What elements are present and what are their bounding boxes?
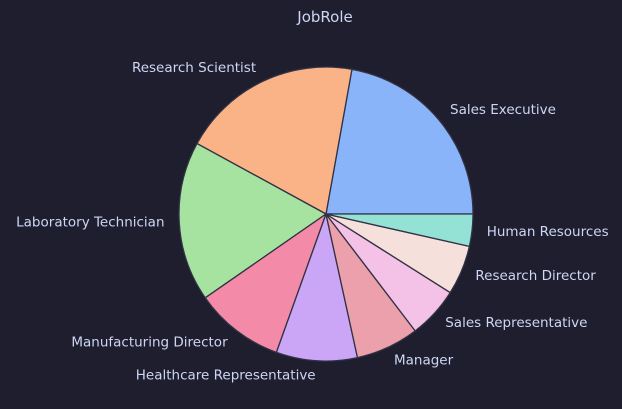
pie-label-laboratory-technician: Laboratory Technician	[16, 215, 164, 231]
pie-slice-sales-executive	[325, 68, 474, 215]
pie-labels: Sales Executive Research Scientist Laborat…	[16, 60, 608, 383]
pie-label-human-resources: Human Resources	[487, 224, 609, 240]
chart-title: JobRole	[296, 8, 352, 26]
pie-label-manufacturing-director: Manufacturing Director	[71, 334, 228, 350]
pie-slice-healthcare-representative	[275, 211, 359, 362]
pie-slice-research-scientist	[196, 66, 353, 216]
pie-slices	[178, 66, 474, 362]
pie-slice-manufacturing-director	[204, 212, 328, 354]
pie-slice-laboratory-technician	[178, 142, 328, 299]
pie-label-research-director: Research Director	[475, 268, 596, 284]
pie-label-manager: Manager	[394, 353, 454, 369]
pie-label-sales-representative: Sales Representative	[445, 315, 587, 331]
pie-label-healthcare-representative: Healthcare Representative	[136, 367, 316, 383]
pie-slice-human-resources	[325, 213, 474, 248]
pie-label-research-scientist: Research Scientist	[132, 60, 256, 76]
pie-label-sales-executive: Sales Executive	[450, 102, 556, 118]
